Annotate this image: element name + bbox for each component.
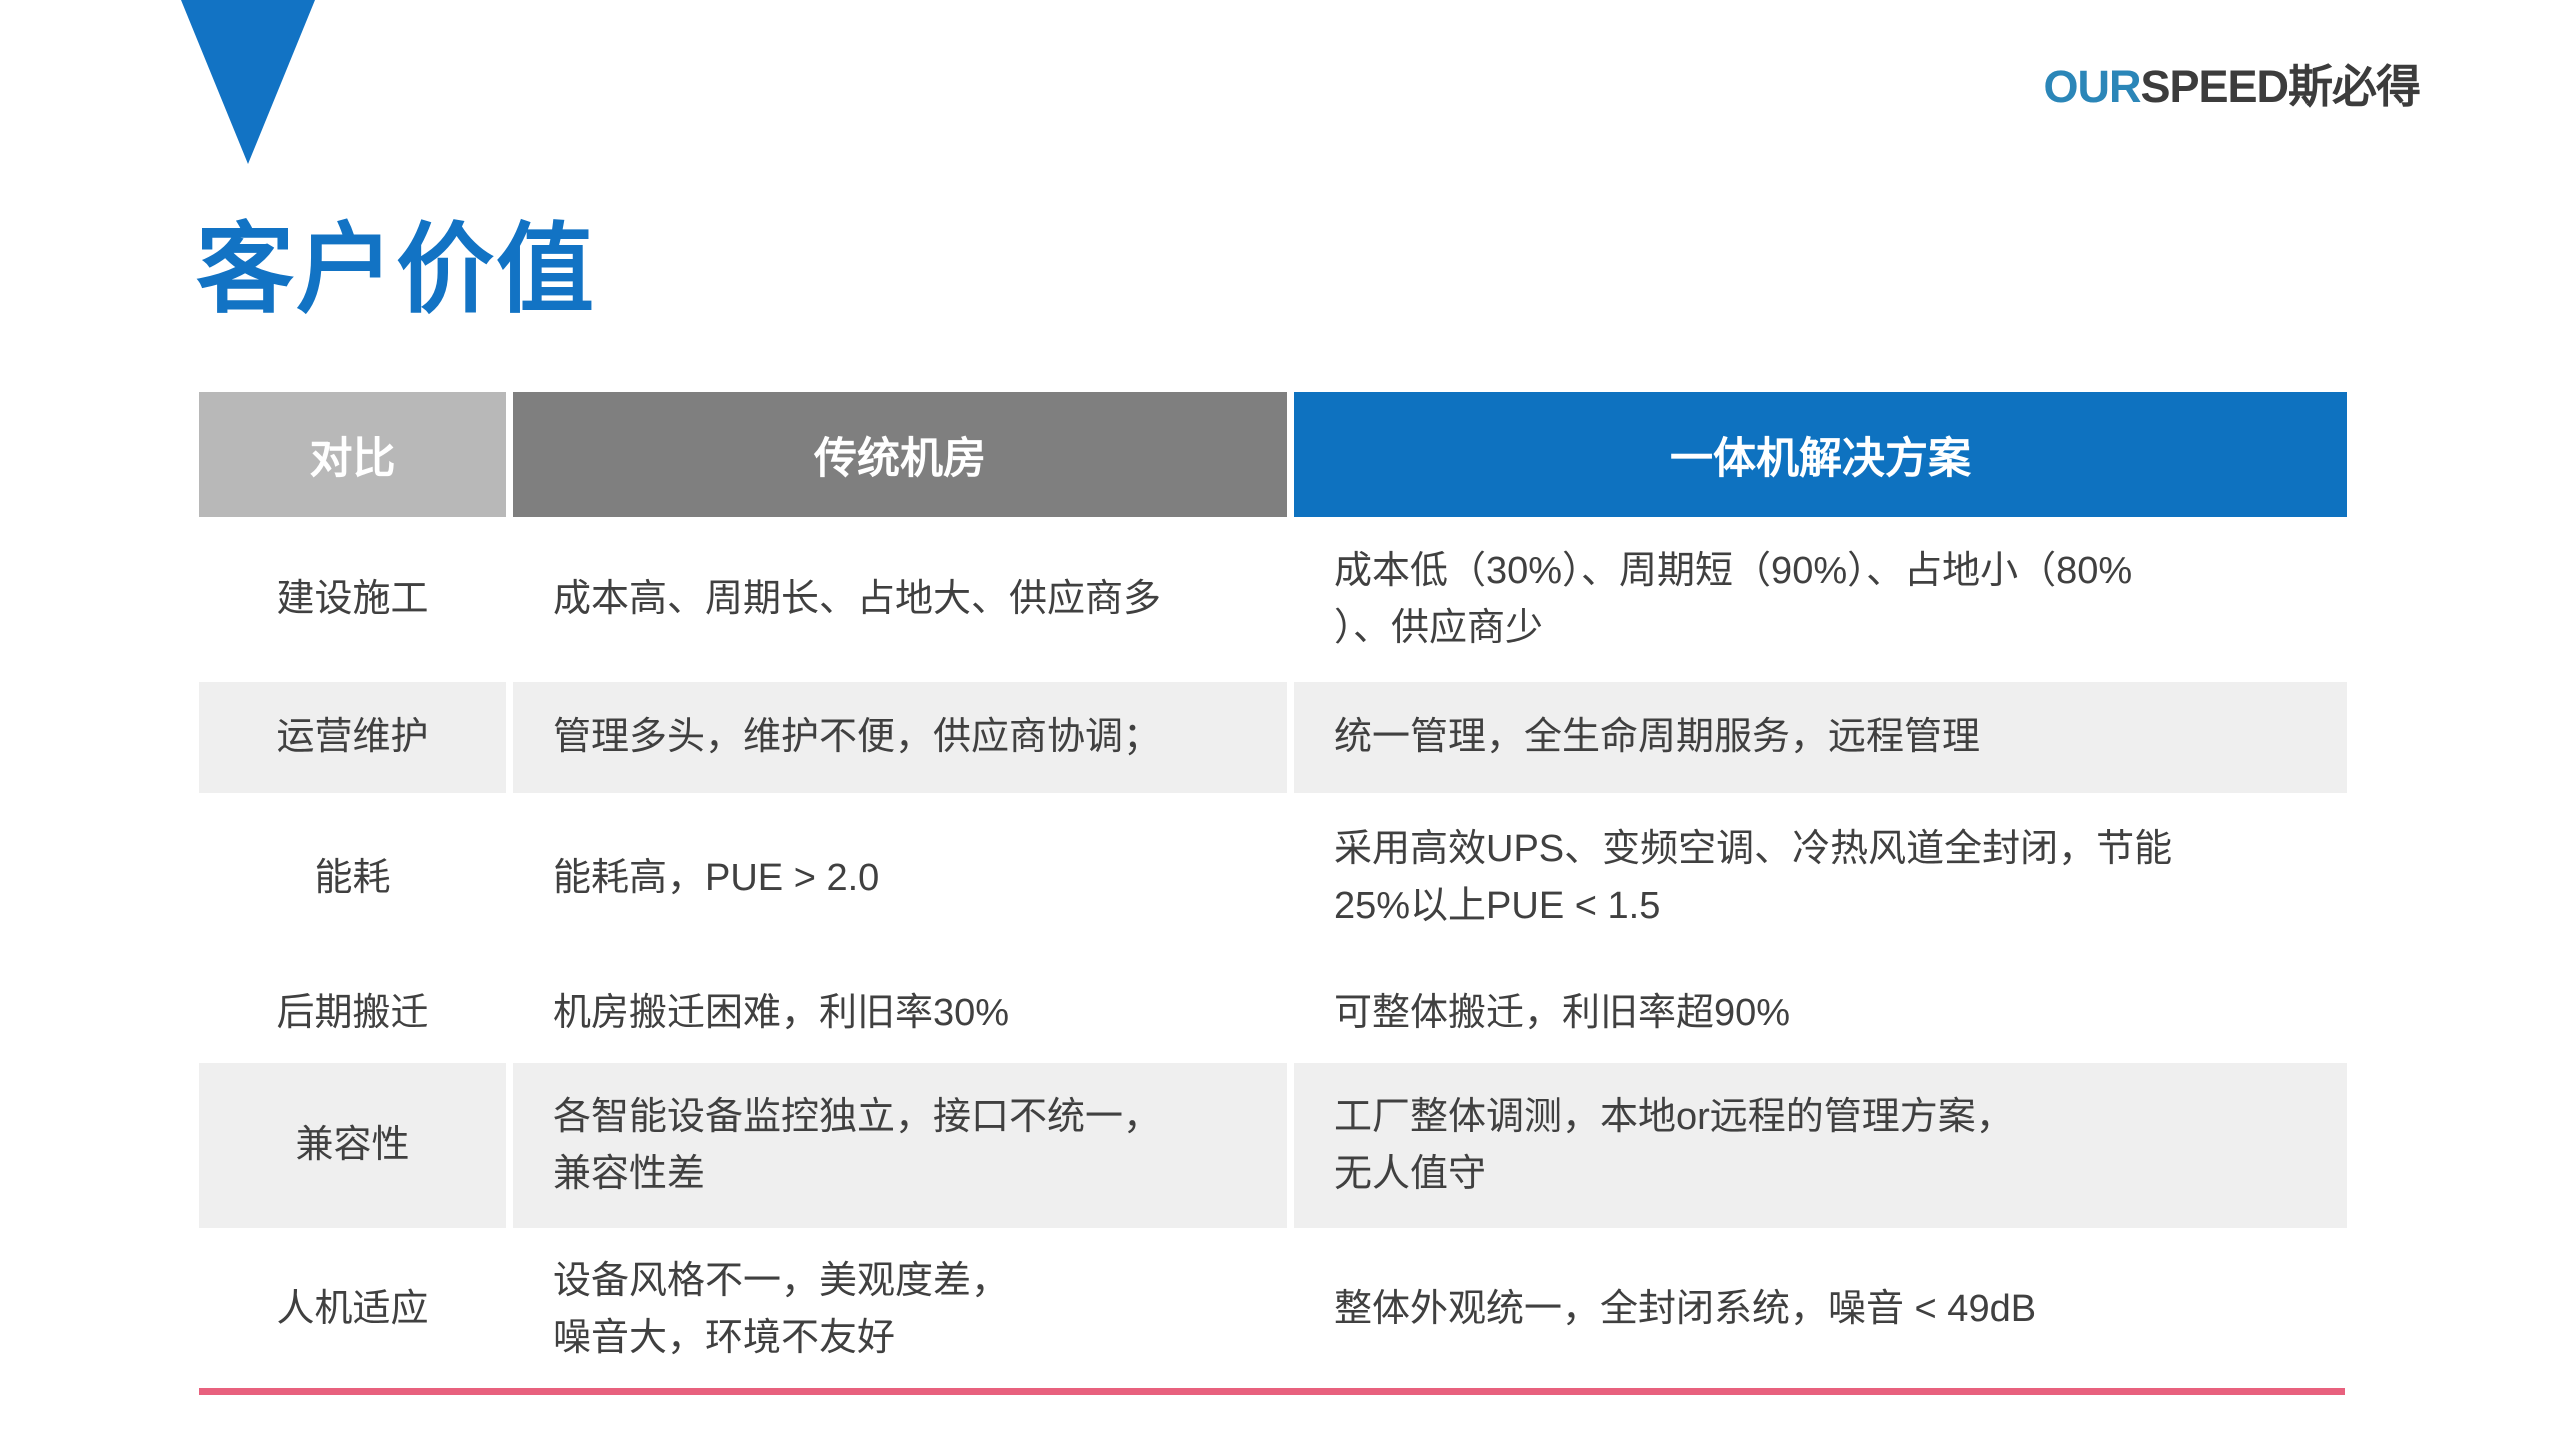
logo: OURSPEED斯必得: [2043, 50, 2421, 115]
row-category: 人机适应: [276, 1288, 429, 1330]
row-category: 建设施工: [276, 578, 429, 620]
table-row: 运营维护 管理多头，维护不便，供应商协调； 统一管理，全生命周期服务，远程管理: [199, 682, 2347, 793]
table-row: 后期搬迁 机房搬迁困难，利旧率30% 可整体搬迁，利旧率超90%: [199, 963, 2347, 1063]
brand-triangle-icon: [181, 0, 315, 164]
table-row: 兼容性 各智能设备监控独立，接口不统一， 兼容性差 工厂整体调测，本地or远程的…: [199, 1063, 2347, 1228]
row-traditional-value: 能耗高，PUE > 2.0: [553, 856, 880, 899]
comparison-table: 对比 传统机房 一体机解决方案 建设施工 成本高、周期长、占地大、供应商多 成本…: [199, 392, 2347, 1391]
bottom-accent-line: [199, 1388, 2345, 1395]
row-traditional-value: 成本高、周期长、占地大、供应商多: [553, 578, 1162, 620]
header-cell-solution: 一体机解决方案: [1294, 392, 2347, 517]
row-traditional-value: 各智能设备监控独立，接口不统一， 兼容性差: [513, 1063, 1287, 1228]
row-traditional-value: 管理多头，维护不便，供应商协调；: [513, 682, 1287, 793]
row-traditional-value: 设备风格不一，美观度差， 噪音大，环境不友好: [553, 1259, 1010, 1359]
page-title: 客户价值: [196, 214, 597, 324]
row-category: 能耗: [314, 856, 391, 899]
row-solution-value: 成本低（30%）、周期短（90%）、占地小（80% ）、供应商少: [1334, 549, 2133, 649]
logo-prefix: OUR: [2043, 61, 2141, 112]
row-solution-value: 采用高效UPS、变频空调、冷热风道全封闭，节能 25%以上PUE < 1.5: [1334, 828, 2173, 927]
row-solution-value: 整体外观统一，全封闭系统，噪音 < 49dB: [1334, 1288, 2037, 1330]
table-header-row: 对比 传统机房 一体机解决方案: [199, 392, 2347, 517]
header-cell-traditional: 传统机房: [513, 392, 1287, 517]
row-solution-value: 统一管理，全生命周期服务，远程管理: [1294, 682, 2347, 793]
row-solution-value: 可整体搬迁，利旧率超90%: [1334, 991, 1791, 1034]
logo-suffix: SPEED斯必得: [2140, 61, 2421, 112]
row-traditional-value: 机房搬迁困难，利旧率30%: [553, 991, 1010, 1034]
row-category: 兼容性: [199, 1063, 506, 1228]
row-category: 后期搬迁: [276, 991, 429, 1034]
table-row: 人机适应 设备风格不一，美观度差， 噪音大，环境不友好 整体外观统一，全封闭系统…: [199, 1228, 2347, 1391]
table-row: 能耗 能耗高，PUE > 2.0 采用高效UPS、变频空调、冷热风道全封闭，节能…: [199, 793, 2347, 963]
row-solution-value: 工厂整体调测，本地or远程的管理方案， 无人值守: [1294, 1063, 2347, 1228]
table-row: 建设施工 成本高、周期长、占地大、供应商多 成本低（30%）、周期短（90%）、…: [199, 517, 2347, 682]
row-category: 运营维护: [199, 682, 506, 793]
header-cell-comparison: 对比: [199, 392, 506, 517]
